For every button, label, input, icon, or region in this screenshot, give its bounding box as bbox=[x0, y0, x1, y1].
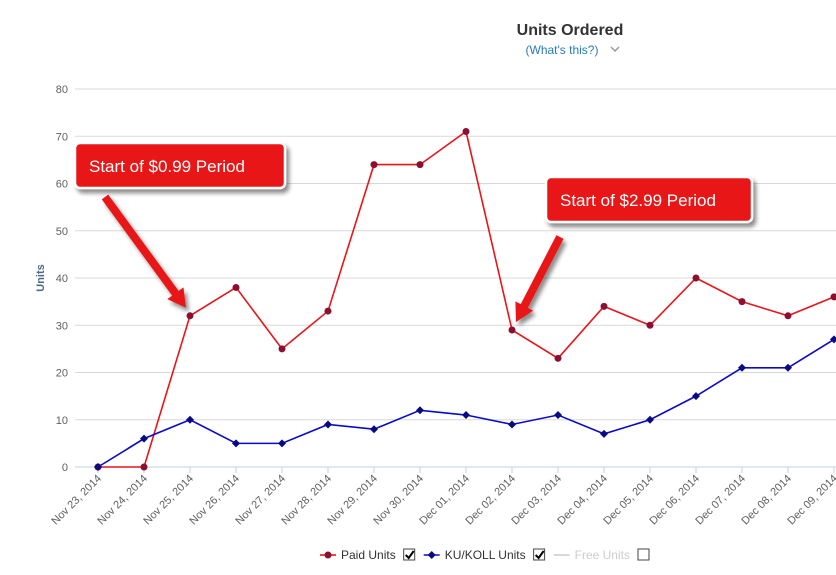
point bbox=[140, 434, 148, 443]
point bbox=[94, 463, 102, 471]
point bbox=[554, 411, 562, 420]
annotation-arrow bbox=[101, 194, 186, 308]
y-tick-label: 40 bbox=[56, 273, 68, 285]
point bbox=[784, 312, 792, 320]
y-tick-label: 0 bbox=[62, 462, 68, 474]
y-tick-label: 20 bbox=[56, 368, 68, 380]
series-line bbox=[97, 338, 835, 468]
point bbox=[324, 420, 332, 429]
point bbox=[508, 420, 516, 429]
point bbox=[508, 326, 516, 334]
y-tick-label: 80 bbox=[56, 84, 68, 96]
subtitle-link[interactable]: (What's this?) bbox=[526, 43, 599, 57]
point bbox=[600, 429, 608, 438]
point bbox=[738, 298, 746, 306]
legend: Paid Units KU/KOLL Units Free Units bbox=[320, 548, 650, 562]
legend-label[interactable]: KU/KOLL Units bbox=[445, 548, 526, 562]
point bbox=[554, 354, 562, 362]
point bbox=[646, 415, 654, 424]
checkmark[interactable] bbox=[404, 550, 415, 560]
point bbox=[692, 392, 700, 401]
point bbox=[784, 363, 792, 372]
legend-label[interactable]: Paid Units bbox=[341, 548, 396, 562]
y-tick-label: 50 bbox=[56, 226, 68, 238]
point bbox=[830, 335, 836, 344]
point bbox=[738, 363, 746, 372]
legend-checkbox[interactable] bbox=[637, 548, 650, 561]
point bbox=[140, 463, 148, 471]
legend-marker bbox=[324, 551, 332, 559]
point bbox=[370, 425, 378, 434]
y-tick-label: 70 bbox=[56, 131, 68, 143]
point bbox=[232, 439, 240, 448]
chevron[interactable] bbox=[610, 46, 620, 53]
point bbox=[186, 312, 194, 320]
chart-title: Units Ordered bbox=[517, 22, 624, 39]
annotation-text: Start of $0.99 Period bbox=[89, 157, 245, 176]
legend-checkbox[interactable] bbox=[533, 548, 546, 561]
point bbox=[462, 128, 470, 136]
annotation-arrow bbox=[515, 235, 564, 322]
point bbox=[186, 415, 194, 424]
checkmark[interactable] bbox=[534, 550, 545, 560]
lines bbox=[94, 128, 836, 471]
point bbox=[462, 411, 470, 420]
point bbox=[646, 321, 654, 329]
y-tick-label: 60 bbox=[56, 179, 68, 191]
point bbox=[600, 302, 608, 310]
annotation-box bbox=[544, 175, 754, 224]
point bbox=[692, 274, 700, 282]
y-tick-label: 30 bbox=[56, 320, 68, 332]
legend-marker bbox=[427, 551, 436, 559]
point bbox=[416, 406, 424, 415]
point bbox=[370, 161, 378, 169]
annotations: Start of $0.99 Period Start of $2.99 Peri… bbox=[73, 141, 754, 322]
y-tick-label: 10 bbox=[56, 415, 68, 427]
legend-checkbox[interactable] bbox=[403, 548, 416, 561]
point bbox=[416, 161, 424, 169]
point bbox=[232, 283, 240, 291]
point bbox=[830, 293, 836, 301]
annotation-box bbox=[73, 141, 287, 190]
point bbox=[278, 439, 286, 448]
legend-label[interactable]: Free Units bbox=[575, 548, 630, 562]
point bbox=[324, 307, 332, 315]
y-axis-label: Units bbox=[35, 264, 47, 292]
point bbox=[278, 345, 286, 353]
annotation-text: Start of $2.99 Period bbox=[560, 191, 716, 210]
